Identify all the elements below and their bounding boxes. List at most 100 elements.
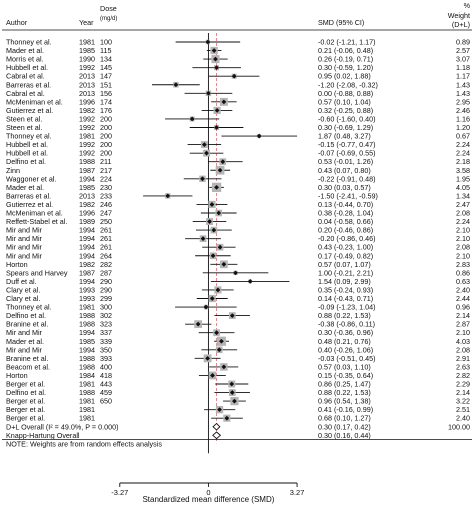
study-point (229, 313, 235, 318)
study-weight: 2.14 (456, 311, 470, 320)
study-year: 1981 (79, 303, 95, 312)
study-author: Reffett-Stabel et al. (6, 217, 67, 226)
study-ci-text: 0.04 (-0.58, 0.66) (318, 217, 373, 226)
study-author: Berger et al. (6, 397, 45, 406)
x-tick-label: 3.27 (290, 488, 305, 497)
study-year: 1996 (79, 209, 95, 218)
study-author: Delfino et al. (6, 388, 46, 397)
study-author: Delfino et al. (6, 311, 46, 320)
study-dose: 176 (100, 106, 112, 115)
study-ci-text: -0.60 (-1.60, 0.40) (318, 114, 376, 123)
study-author: Clary et al. (6, 285, 40, 294)
study-author: Delfino et al. (6, 157, 46, 166)
study-ci-text: -0.03 (-0.51, 0.45) (318, 354, 376, 363)
study-point (219, 338, 224, 344)
study-author: Thonney et al. (6, 38, 52, 47)
study-ci-text: 0.26 (-0.19, 0.71) (318, 55, 373, 64)
study-year: 1996 (79, 97, 95, 106)
study-author: Mir and Mir (6, 234, 43, 243)
study-ci-text: 0.95 (0.02, 1.88) (318, 72, 371, 81)
study-author: Branine et al. (6, 354, 48, 363)
study-year: 1992 (79, 63, 95, 72)
study-dose: 145 (100, 63, 112, 72)
study-point (217, 244, 223, 250)
study-weight: 2.63 (456, 362, 470, 371)
study-ci-text: 0.57 (0.03, 1.10) (318, 362, 371, 371)
study-year: 1994 (79, 234, 95, 243)
study-ci-text: 0.86 (0.25, 1.47) (318, 380, 371, 389)
study-dose: 174 (100, 97, 112, 106)
study-dose: 100 (100, 38, 112, 47)
study-author: Cabral et al. (6, 89, 45, 98)
study-point (213, 56, 218, 62)
study-ci-text: -0.20 (-0.86, 0.46) (318, 234, 376, 243)
study-dose: 151 (100, 80, 112, 89)
study-dose: 261 (100, 234, 112, 243)
study-author: Berger et al. (6, 380, 45, 389)
study-ci-text: 0.57 (0.07, 1.07) (318, 260, 371, 269)
study-weight: 2.82 (456, 371, 470, 380)
study-year: 1981 (79, 38, 95, 47)
x-tick-label: 0 (206, 488, 210, 497)
study-author: Mader et al. (6, 183, 44, 192)
study-ci-text: 0.53 (-0.01, 1.26) (318, 157, 373, 166)
summary-ci-text: 0.30 (0.17, 0.42) (318, 422, 371, 431)
study-point (210, 373, 215, 378)
study-ci-text: -1.20 (-2.08, -0.32) (318, 80, 378, 89)
study-year: 1994 (79, 226, 95, 235)
study-point (233, 270, 238, 276)
study-year: 1992 (79, 123, 95, 132)
study-ci-text: -0.38 (-0.86, 0.11) (318, 320, 375, 329)
study-dose: 350 (100, 345, 112, 354)
study-author: Cabral et al. (6, 72, 45, 81)
x-axis-label: Standardized mean difference (SMD) (142, 495, 274, 504)
study-point (229, 381, 235, 387)
study-year: 1982 (79, 260, 95, 269)
study-year: 1993 (79, 294, 95, 303)
study-point (189, 116, 195, 122)
study-dose: 200 (100, 132, 112, 141)
study-author: Hubbell et al. (6, 140, 48, 149)
header-weight-pct: % (464, 1, 471, 10)
study-author: Mir and Mir (6, 328, 43, 337)
study-author: McMeniman et al. (6, 209, 63, 218)
study-author: Mir and Mir (6, 243, 43, 252)
study-ci-text: 0.88 (0.22, 1.53) (318, 311, 371, 320)
study-author: Zinn (6, 166, 20, 175)
study-weight: 3.22 (456, 397, 470, 406)
study-ci-text: 0.32 (-0.25, 0.88) (318, 106, 373, 115)
study-year: 1988 (79, 354, 95, 363)
study-dose: 200 (100, 123, 112, 132)
study-year: 1988 (79, 388, 95, 397)
header-dose-unit: (mg/d) (100, 16, 117, 22)
study-dose: 246 (100, 200, 112, 209)
study-weight: 0.96 (456, 303, 470, 312)
study-point (224, 415, 230, 421)
study-author: Branine et al. (6, 320, 48, 329)
study-weight: 2.40 (456, 414, 470, 423)
study-ci-text: 1.54 (0.09, 2.99) (318, 277, 371, 286)
study-author: Barreras et al. (6, 80, 51, 89)
study-point (207, 219, 212, 224)
study-year: 1988 (79, 157, 95, 166)
study-point (201, 142, 207, 147)
study-ci-text: 0.57 (0.10, 1.04) (318, 97, 371, 106)
study-point (214, 184, 219, 190)
study-point (209, 202, 215, 207)
study-dose: 147 (100, 72, 112, 81)
study-author: Steen et al. (6, 123, 42, 132)
study-dose: 211 (100, 157, 111, 166)
study-ci-text: -0.07 (-0.69, 0.55) (318, 149, 376, 158)
study-year: 1993 (79, 285, 95, 294)
study-weight: 2.87 (456, 320, 470, 329)
study-point (217, 407, 222, 413)
study-point (232, 398, 237, 404)
study-author: Mir and Mir (6, 251, 43, 260)
study-weight: 2.08 (456, 243, 470, 252)
study-year: 1988 (79, 362, 95, 371)
study-weight: 0.86 (456, 268, 470, 277)
study-year: 1990 (79, 55, 95, 64)
study-weight: 2.10 (456, 328, 470, 337)
study-point (221, 261, 227, 267)
study-point (216, 210, 222, 216)
